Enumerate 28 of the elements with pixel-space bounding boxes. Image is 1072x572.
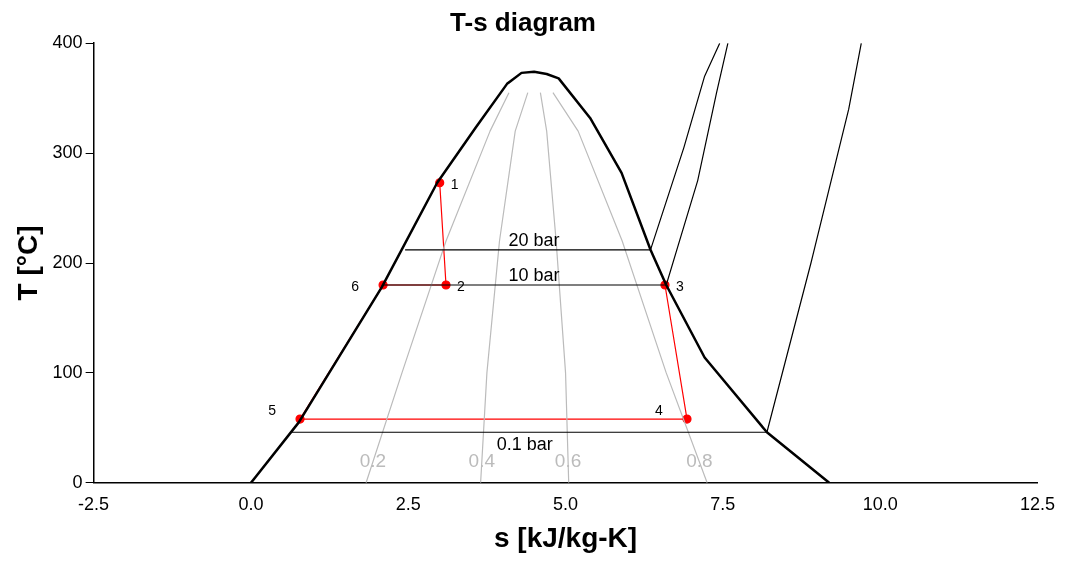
y-tick-label: 400 (52, 32, 83, 53)
annotation: 0.2 (359, 450, 387, 472)
annotation: 10 bar (508, 264, 560, 285)
x-tick-label: -2.5 (78, 493, 110, 514)
y-tick-label: 300 (52, 142, 83, 163)
annotation: 0.1 bar (496, 434, 553, 455)
y-tick-label: 200 (52, 251, 83, 272)
x-axis-title: s [kJ/kg-K] (493, 521, 638, 553)
annotation: 4 (655, 401, 664, 418)
annotation: 0.6 (554, 450, 582, 472)
annotation: 0.4 (468, 450, 496, 472)
x-tick-label: 7.5 (710, 493, 736, 514)
x-tick-label: 5.0 (553, 493, 579, 514)
x-tick-label: 2.5 (395, 493, 421, 514)
y-tick-label: 100 (52, 361, 83, 382)
annotation: 6 (351, 277, 360, 294)
x-tick-label: 12.5 (1019, 493, 1056, 514)
x-tick-label: 0.0 (238, 493, 264, 514)
annotation: 2 (457, 277, 466, 294)
y-axis-title: T [°C] (11, 225, 43, 301)
annotation: 1 (450, 175, 459, 192)
annotation: 3 (676, 277, 685, 294)
annotation: 5 (268, 401, 277, 418)
annotation: 0.8 (686, 450, 713, 472)
chart-title: T-s diagram (450, 6, 596, 37)
x-tick-label: 10.0 (862, 493, 898, 514)
annotation: 20 bar (508, 229, 560, 250)
y-tick-label: 0 (72, 471, 83, 492)
